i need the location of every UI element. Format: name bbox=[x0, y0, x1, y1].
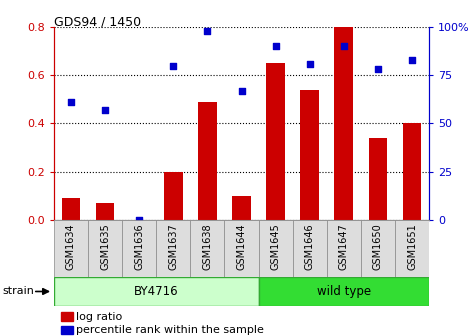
Point bbox=[408, 57, 416, 62]
Bar bbox=[198, 102, 217, 220]
Bar bbox=[96, 203, 114, 220]
Bar bbox=[122, 220, 156, 277]
Bar bbox=[334, 27, 353, 220]
Text: GDS94 / 1450: GDS94 / 1450 bbox=[54, 15, 141, 28]
Text: GSM1637: GSM1637 bbox=[168, 223, 178, 270]
Point bbox=[340, 44, 348, 49]
Point bbox=[67, 99, 75, 105]
Bar bbox=[156, 220, 190, 277]
Text: GSM1646: GSM1646 bbox=[305, 223, 315, 269]
Point bbox=[170, 63, 177, 68]
Text: GSM1650: GSM1650 bbox=[373, 223, 383, 270]
Bar bbox=[54, 277, 258, 306]
Bar bbox=[361, 220, 395, 277]
Point bbox=[101, 107, 109, 113]
Text: GSM1635: GSM1635 bbox=[100, 223, 110, 270]
Bar bbox=[88, 220, 122, 277]
Bar bbox=[190, 220, 225, 277]
Bar bbox=[395, 220, 429, 277]
Text: GSM1644: GSM1644 bbox=[236, 223, 247, 269]
Point bbox=[374, 67, 382, 72]
Bar bbox=[225, 220, 258, 277]
Bar bbox=[164, 172, 183, 220]
Bar bbox=[369, 138, 387, 220]
Point bbox=[204, 28, 211, 33]
Bar bbox=[232, 196, 251, 220]
Point bbox=[306, 61, 313, 66]
Bar bbox=[403, 124, 422, 220]
Text: GSM1636: GSM1636 bbox=[134, 223, 144, 269]
Point bbox=[238, 88, 245, 93]
Text: percentile rank within the sample: percentile rank within the sample bbox=[76, 325, 264, 335]
Text: GSM1647: GSM1647 bbox=[339, 223, 349, 270]
Text: GSM1634: GSM1634 bbox=[66, 223, 76, 269]
Text: GSM1638: GSM1638 bbox=[203, 223, 212, 269]
Bar bbox=[54, 220, 88, 277]
Point bbox=[272, 44, 280, 49]
Bar bbox=[258, 220, 293, 277]
Text: log ratio: log ratio bbox=[76, 312, 122, 322]
Bar bbox=[61, 198, 80, 220]
Text: strain: strain bbox=[2, 286, 34, 296]
Bar bbox=[258, 277, 429, 306]
Text: GSM1645: GSM1645 bbox=[271, 223, 280, 270]
Bar bbox=[327, 220, 361, 277]
Bar bbox=[293, 220, 327, 277]
Bar bbox=[266, 63, 285, 220]
Text: BY4716: BY4716 bbox=[134, 285, 179, 298]
Text: wild type: wild type bbox=[317, 285, 371, 298]
Bar bbox=[300, 90, 319, 220]
Text: GSM1651: GSM1651 bbox=[407, 223, 417, 270]
Point bbox=[136, 217, 143, 223]
